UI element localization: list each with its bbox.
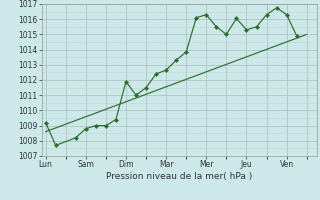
X-axis label: Pression niveau de la mer( hPa ): Pression niveau de la mer( hPa ) bbox=[106, 172, 252, 181]
